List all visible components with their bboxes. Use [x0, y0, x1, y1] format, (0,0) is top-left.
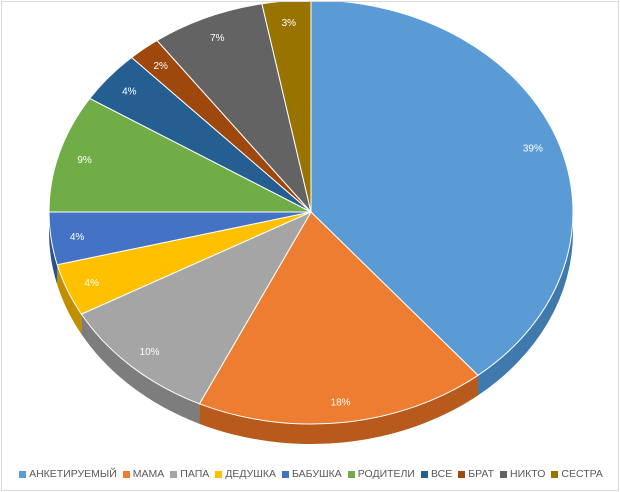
data-label-родители: 9% [77, 155, 92, 166]
legend-swatch [282, 470, 290, 478]
data-label-никто: 7% [210, 33, 225, 44]
pie-slices [48, 2, 574, 425]
data-label-дедушка: 4% [85, 278, 100, 289]
data-label-брат: 2% [153, 61, 168, 72]
legend-item-сестра[interactable]: СЕСТРА [551, 468, 603, 480]
pie-slice-анкетируемый[interactable] [310, 2, 574, 376]
legend-item-папа[interactable]: ПАПА [170, 468, 209, 480]
legend-item-родители[interactable]: РОДИТЕЛИ [347, 468, 415, 480]
legend-item-все[interactable]: ВСЕ [420, 468, 453, 480]
pie-side-анкетируемый [478, 212, 573, 396]
legend-item-дедушка[interactable]: ДЕДУШКА [215, 468, 276, 480]
legend-label: БРАТ [468, 468, 495, 480]
data-label-мама: 18% [331, 397, 351, 408]
legend-label: НИКТО [510, 468, 546, 480]
legend-item-брат[interactable]: БРАТ [458, 468, 494, 480]
data-label-анкетируемый: 39% [523, 143, 543, 154]
legend-swatch [551, 470, 559, 478]
legend-swatch [458, 470, 466, 478]
pie-slice-сестра[interactable] [261, 2, 312, 213]
data-label-папа: 10% [140, 347, 160, 358]
pie-side-мама [199, 375, 479, 444]
data-label-сестра: 3% [282, 18, 297, 29]
pie-slice-никто[interactable] [156, 3, 312, 213]
pie-side-бабушка [49, 212, 58, 285]
legend-label: БАБУШКА [292, 468, 342, 480]
legend-swatch [347, 470, 355, 478]
legend-label: РОДИТЕЛИ [357, 468, 415, 480]
legend-swatch [19, 470, 27, 478]
data-labels: 39% 18% 10% 4% 4% 9% 4% 2% 7% 3% [70, 18, 543, 408]
legend-label: ВСЕ [430, 468, 453, 480]
data-label-все: 4% [122, 86, 137, 97]
legend-item-мама[interactable]: МАМА [122, 468, 165, 480]
pie-slice-родители[interactable] [48, 97, 312, 213]
legend-label: СЕСТРА [561, 468, 603, 480]
legend-label: ПАПА [180, 468, 210, 480]
legend-swatch [500, 470, 508, 478]
data-label-бабушка: 4% [70, 232, 85, 243]
pie-side-папа [81, 314, 200, 424]
legend-swatch [122, 470, 130, 478]
legend-swatch [420, 470, 428, 478]
pie-slice-мама[interactable] [198, 211, 479, 425]
pie-slice-папа[interactable] [80, 210, 313, 405]
legend-item-бабушка[interactable]: БАБУШКА [282, 468, 342, 480]
legend-label: ДЕДУШКА [225, 468, 277, 480]
legend-label: МАМА [132, 468, 165, 480]
legend-item-никто[interactable]: НИКТО [500, 468, 545, 480]
legend-item-анкетируемый[interactable]: АНКЕТИРУЕМЫЙ [19, 468, 117, 480]
legend: АНКЕТИРУЕМЫЙ МАМА ПАПА ДЕДУШКА БАБУШКА РОДИТЕ… [2, 468, 620, 480]
legend-swatch [170, 470, 178, 478]
legend-label: АНКЕТИРУЕМЫЙ [29, 468, 117, 480]
legend-swatch [215, 470, 223, 478]
